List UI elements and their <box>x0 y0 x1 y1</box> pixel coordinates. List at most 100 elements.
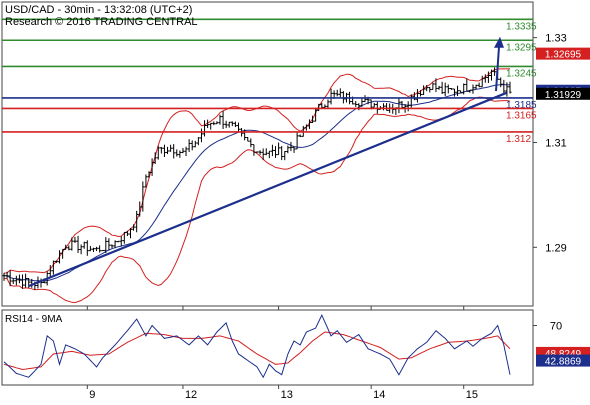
price-bar <box>24 273 28 288</box>
time-axis-label: 9 <box>89 389 95 400</box>
price-bar <box>116 240 120 243</box>
price-bar <box>249 138 253 148</box>
price-bar <box>2 272 6 281</box>
price-bar <box>422 85 426 95</box>
price-bar <box>298 134 302 138</box>
price-bar <box>190 140 194 151</box>
price-bar <box>255 151 259 153</box>
price-bar <box>499 77 503 88</box>
price-bar <box>150 158 154 176</box>
price-panel-frame <box>1 1 534 307</box>
price-bar <box>465 78 469 92</box>
price-bar <box>468 89 472 93</box>
price-bar <box>261 148 265 160</box>
price-bar <box>270 144 274 157</box>
price-bar <box>172 144 176 159</box>
price-bar <box>184 146 188 157</box>
price-bar <box>218 114 222 125</box>
level-label-resistance: 1.3335 <box>506 21 537 32</box>
time-axis-label: 12 <box>185 389 197 400</box>
forecast-arrow-shaft <box>495 46 500 92</box>
price-bar <box>431 82 435 90</box>
time-axis-label: 13 <box>281 389 293 400</box>
price-bar <box>132 224 136 231</box>
price-bar <box>17 274 21 284</box>
price-bar <box>5 271 9 279</box>
price-bar <box>67 245 71 251</box>
price-bar <box>64 244 68 250</box>
price-bar <box>98 245 102 253</box>
price-bar <box>227 121 231 128</box>
price-bar <box>141 181 145 212</box>
price-bar <box>79 244 83 255</box>
price-bar <box>125 230 129 237</box>
price-axis-label: 1.33 <box>545 33 566 45</box>
price-bar <box>289 141 293 152</box>
price-bar <box>477 82 481 88</box>
price-bar <box>428 87 432 93</box>
rsi-line <box>3 314 511 379</box>
price-bar <box>230 121 234 127</box>
level-label-pivot: 1.3185 <box>506 100 537 111</box>
chart-title: USD/CAD - 30min - 13:32:08 (UTC+2) <box>5 4 192 16</box>
rsi-panel-frame <box>1 309 534 386</box>
price-bar <box>101 249 105 252</box>
price-bar <box>406 101 410 112</box>
price-bar <box>277 142 281 156</box>
price-bar <box>11 278 15 284</box>
price-bar <box>27 277 31 288</box>
price-bar <box>110 244 114 249</box>
level-label-support: 1.312 <box>506 134 531 145</box>
price-bar <box>85 240 89 256</box>
price-label-text: 1.31929 <box>545 90 582 101</box>
price-axis-label: 1.29 <box>545 242 566 254</box>
price-bar <box>181 147 185 154</box>
price-bar <box>119 236 123 247</box>
price-bar <box>159 146 163 154</box>
price-bar <box>335 89 339 97</box>
price-axis-label: 1.31 <box>545 137 566 149</box>
rsi-axis-label: 70 <box>550 321 562 333</box>
price-bar <box>264 148 268 156</box>
price-bar <box>48 265 52 278</box>
price-bar <box>54 260 58 263</box>
price-label-box <box>536 47 590 60</box>
rsi-value-text: 42.8869 <box>545 357 582 368</box>
price-bar <box>156 145 160 160</box>
price-bar <box>474 84 478 90</box>
price-bar <box>449 87 453 90</box>
price-bar <box>338 88 342 97</box>
price-bar <box>88 245 92 252</box>
price-bar <box>320 102 324 108</box>
price-bar <box>14 275 18 286</box>
price-label-text: 1.32695 <box>545 50 582 61</box>
price-bar <box>323 104 327 108</box>
price-bar <box>292 146 296 153</box>
price-bar <box>209 122 213 130</box>
price-bar <box>122 231 126 244</box>
price-bar <box>175 149 179 157</box>
price-bar <box>70 237 74 251</box>
rsi-ma-line <box>3 331 511 371</box>
price-bar <box>314 108 318 122</box>
price-bar <box>21 274 25 289</box>
price-bar <box>283 151 287 161</box>
price-bar <box>51 260 55 275</box>
price-bar <box>459 90 463 94</box>
price-bar <box>178 150 182 158</box>
price-bar <box>233 121 237 128</box>
price-panel: 1.331.311.291.33351.32951.32451.31851.31… <box>1 1 590 310</box>
forecast-arrow-head <box>494 36 504 48</box>
price-bar <box>76 235 80 253</box>
price-bar <box>258 150 262 155</box>
price-bar <box>199 128 203 143</box>
level-label-support: 1.3165 <box>506 110 537 121</box>
time-axis-label: 14 <box>373 389 385 400</box>
price-bar <box>385 102 389 111</box>
rsi-value-text: 48.8249 <box>545 349 582 360</box>
price-bar <box>486 71 490 83</box>
price-bar <box>236 122 240 133</box>
price-bar <box>267 150 271 159</box>
